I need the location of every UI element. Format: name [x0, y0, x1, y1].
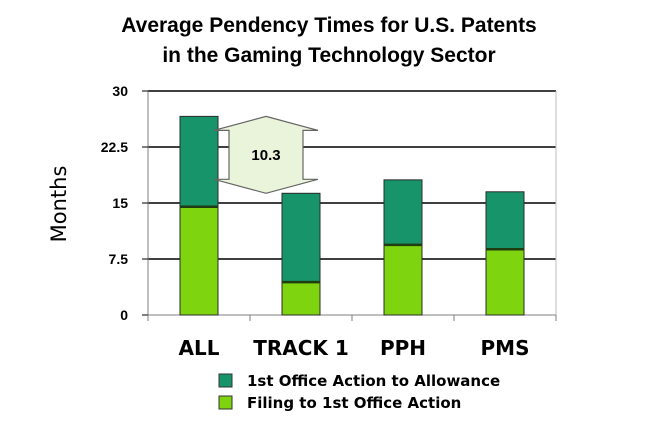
x-tick-label: ALL [179, 336, 220, 360]
chart-subtitle: in the Gaming Technology Sector [162, 44, 495, 67]
y-tick-label: 22.5 [101, 139, 128, 155]
legend-swatch-allowance [218, 373, 233, 388]
bar-segment-allowance [383, 179, 423, 246]
axes: 0 7.5 15 22.5 30 ALL TRACK 1 PPH PMS [101, 83, 557, 360]
y-tick-label: 0 [120, 307, 128, 323]
y-tick-label: 7.5 [109, 251, 129, 267]
x-tick-label: PPH [380, 336, 426, 360]
y-tick-label: 15 [112, 195, 128, 211]
legend: 1st Office Action to Allowance Filing to… [218, 372, 500, 412]
bar-segment-allowance [485, 191, 525, 250]
bar-segment-filing [179, 206, 219, 316]
y-tick-label: 30 [112, 83, 128, 99]
bar-segment-allowance [179, 115, 219, 208]
chart-title: Average Pendency Times for U.S. Patents [121, 14, 537, 37]
x-tick-label: PMS [481, 336, 530, 360]
legend-label-allowance: 1st Office Action to Allowance [247, 372, 500, 390]
bar-segment-filing [383, 244, 423, 316]
legend-label-filing: Filing to 1st Office Action [247, 394, 461, 412]
difference-arrow [213, 115, 319, 194]
bar-segment-allowance [281, 192, 321, 283]
x-tick-label: TRACK 1 [253, 336, 349, 360]
difference-label: 10.3 [251, 147, 280, 164]
bars [179, 115, 525, 316]
legend-swatch-filing [218, 395, 233, 410]
bar-segment-filing [485, 248, 525, 316]
y-axis-label: Months [47, 166, 71, 243]
annotation: 10.3 [213, 115, 319, 194]
bar-segment-filing [281, 281, 321, 316]
